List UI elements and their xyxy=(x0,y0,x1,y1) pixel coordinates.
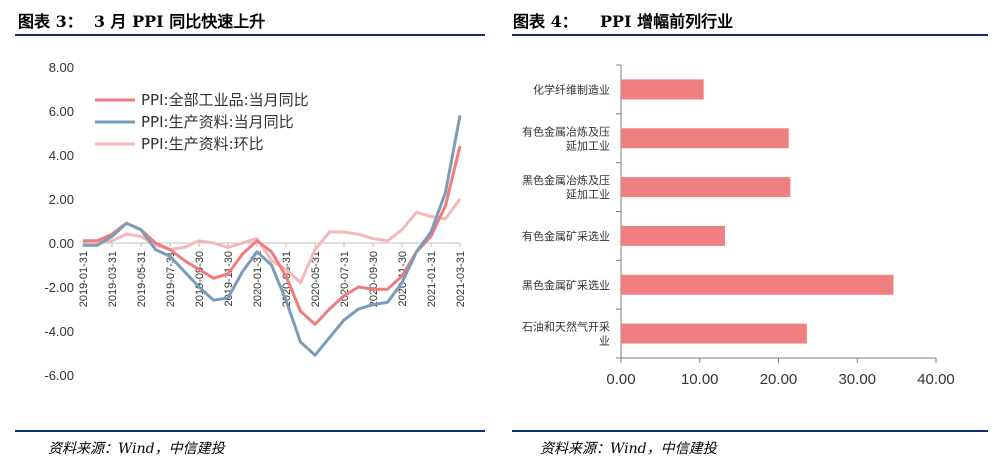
x-tick-label: 20.00 xyxy=(760,371,798,388)
bar-3 xyxy=(621,177,791,198)
x-tick-label: 2019-05-31 xyxy=(136,251,148,307)
x-tick-label: 2020-05-31 xyxy=(310,251,322,307)
x-tick-label: 0.00 xyxy=(606,371,635,388)
ppi-line-chart: 8.00 6.00 4.00 2.00 0.00 -2.00 -4.00 -6.00 2019-… xyxy=(44,60,467,383)
category-label: 延加工业 xyxy=(566,188,610,201)
category-label: 石油和天然气开采 xyxy=(522,320,610,334)
legend-label-2: PPI:生产资料:当月同比 xyxy=(141,113,294,131)
legend-label-1: PPI:全部工业品:当月同比 xyxy=(141,91,309,109)
x-tick-label: 2019-03-31 xyxy=(107,251,119,307)
category-label: 有色金属矿采选业 xyxy=(522,229,610,243)
x-tick-label: 10.00 xyxy=(681,371,719,388)
category-label: 业 xyxy=(599,335,610,348)
bar-4 xyxy=(621,225,725,246)
x-tick-label: 2019-01-31 xyxy=(78,251,90,307)
y-tick-label: 6.00 xyxy=(49,104,74,119)
category-label: 黑色金属矿采选业 xyxy=(522,278,610,292)
y-tick-label: 4.00 xyxy=(49,148,74,163)
industry-bar-chart: 0.00 10.00 20.00 30.00 40.00化学纤维制造业有色金属冶炼及压延… xyxy=(522,64,955,388)
right-title-rule xyxy=(512,34,988,36)
right-source-note: 资料来源：Wind，中信建投 xyxy=(540,441,717,457)
left-source-rule xyxy=(15,430,485,432)
category-label: 延加工业 xyxy=(566,139,610,152)
y-tick-label: -4.00 xyxy=(44,324,74,339)
right-chart-title: 图表 4： PPI 增幅前列行业 xyxy=(513,12,734,31)
category-label: 化学纤维制造业 xyxy=(533,82,610,96)
category-label: 黑色金属冶炼及压 xyxy=(522,173,610,187)
x-tick-label: 2020-01-31 xyxy=(252,251,264,307)
y-tick-label: -2.00 xyxy=(44,280,74,295)
bar-5 xyxy=(621,274,894,295)
series-line-3 xyxy=(82,198,462,285)
x-tick-label: 2019-07-31 xyxy=(165,251,177,307)
bar-6 xyxy=(621,323,807,344)
series-line-2 xyxy=(83,115,462,357)
legend-label-3: PPI:生产资料:环比 xyxy=(141,135,264,153)
bar-2 xyxy=(621,128,789,149)
left-chart-title: 图表 3： 3 月 PPI 同比快速上升 xyxy=(18,12,266,31)
x-tick-label: 2020-09-30 xyxy=(368,251,380,307)
y-tick-label: 8.00 xyxy=(49,60,74,75)
y-tick-label: 2.00 xyxy=(49,192,74,207)
left-title-rule xyxy=(15,34,485,36)
x-tick-label: 2019-09-30 xyxy=(194,251,206,307)
x-tick-label: 40.00 xyxy=(917,371,955,388)
left-source-note: 资料来源：Wind，中信建投 xyxy=(48,441,225,457)
bar-1 xyxy=(621,79,704,100)
x-tick-label: 2021-03-31 xyxy=(455,251,467,307)
x-tick-label: 30.00 xyxy=(838,371,876,388)
category-label: 有色金属冶炼及压 xyxy=(522,124,610,138)
right-source-rule xyxy=(512,430,988,432)
x-tick-label: 2021-01-31 xyxy=(426,251,438,307)
y-tick-label: 0.00 xyxy=(49,236,74,251)
y-tick-label: -6.00 xyxy=(44,368,74,383)
